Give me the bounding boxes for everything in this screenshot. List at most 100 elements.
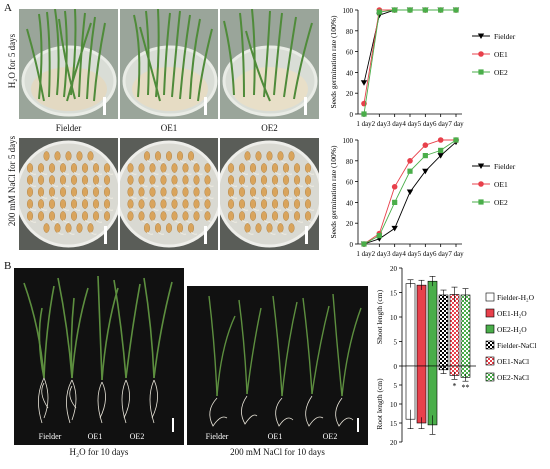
legend-swatch	[485, 324, 495, 334]
seed	[60, 175, 67, 185]
seed	[255, 151, 262, 161]
sprout	[152, 207, 159, 211]
sprout	[241, 183, 249, 187]
sprout	[196, 195, 203, 199]
x-tick-label: 1 day	[356, 250, 372, 258]
legend-marker-oe1	[478, 51, 484, 57]
seed	[38, 175, 45, 185]
sprout	[263, 183, 271, 187]
sprout	[130, 207, 137, 211]
point-oe2	[438, 147, 444, 153]
sprout	[185, 183, 192, 187]
bar-shoot	[460, 294, 471, 367]
plate-h2o-fielder-svg	[21, 9, 117, 117]
seed	[144, 223, 151, 233]
bar-shoot	[449, 294, 460, 367]
plate-photo-h2o-oe1	[120, 9, 218, 119]
seed	[138, 199, 145, 209]
photo-caption-nacl: 200 mM NaCl for 10 days	[230, 447, 325, 457]
x-tick-label: 2 day	[372, 250, 388, 258]
seed	[266, 151, 273, 161]
seed	[239, 211, 246, 221]
point-oe2	[422, 7, 428, 13]
seed	[283, 199, 290, 209]
seed	[160, 163, 167, 173]
legend-marker-oe1	[478, 181, 484, 187]
seed	[304, 199, 311, 209]
seed	[193, 163, 200, 173]
seed	[76, 223, 83, 233]
sprout	[179, 231, 187, 235]
seed	[26, 211, 33, 221]
point-oe2	[422, 153, 428, 159]
legend-marker-fielder	[477, 163, 485, 169]
seed	[71, 175, 78, 185]
germination-chart-h2o: 0 20 40 60 80 100 1 day 2 day 3 day 4 day 5 day 6 d…	[329, 7, 516, 128]
sprout	[285, 195, 293, 199]
seed	[49, 187, 56, 197]
seed	[293, 175, 300, 185]
seed	[166, 223, 173, 233]
seed	[227, 163, 234, 173]
sprout	[157, 159, 165, 163]
seed	[250, 199, 257, 209]
sprout	[263, 219, 271, 223]
sprout	[73, 207, 81, 211]
seed	[149, 211, 156, 221]
seed	[71, 211, 78, 221]
sprout	[29, 207, 37, 211]
bar-shoot	[427, 280, 438, 367]
x-tick-label: 7 day	[448, 120, 464, 128]
sprout	[68, 159, 75, 163]
x-tick-label: 2 day	[372, 120, 388, 128]
seed	[26, 163, 33, 173]
seed	[182, 187, 189, 197]
seed	[138, 175, 145, 185]
seed	[182, 199, 189, 209]
sprout	[141, 195, 148, 199]
point-fielder	[422, 168, 429, 175]
seed	[71, 199, 78, 209]
nacl-plant-label-oe1: OE1	[267, 432, 283, 441]
point-oe1	[391, 184, 398, 190]
seed	[127, 163, 134, 173]
y-tick-label: 10	[390, 314, 398, 322]
seed	[155, 223, 162, 233]
seed	[244, 223, 251, 233]
seed	[283, 187, 290, 197]
sprout	[274, 171, 282, 175]
seed	[127, 187, 134, 197]
seed	[65, 223, 72, 233]
sprout	[241, 219, 249, 223]
plate-label-oe2: OE2	[261, 123, 278, 133]
seed	[92, 187, 99, 197]
seed	[293, 211, 300, 221]
y-tick-label: 20	[346, 220, 354, 228]
sprout	[174, 219, 181, 223]
point-oe2	[361, 241, 367, 247]
photo-caption-h2o: H₂O for 10 days	[69, 447, 129, 457]
sprout	[269, 159, 276, 163]
legend-label: OE1-NaCl	[497, 357, 529, 366]
sprout	[285, 171, 293, 175]
x-tick-label: 6 day	[433, 250, 449, 258]
seedling-photo-nacl	[187, 286, 368, 445]
seed	[87, 223, 94, 233]
sprout	[84, 183, 92, 187]
seed	[182, 175, 189, 185]
sprout	[307, 183, 315, 187]
y-tick-label: 100	[343, 7, 354, 15]
y-tick-label: 40	[346, 69, 354, 77]
sprout	[241, 171, 249, 175]
point-fielder	[437, 153, 444, 159]
sprout	[29, 171, 37, 175]
seed	[187, 223, 194, 233]
y-axis-title-shoot: Shoot length (cm)	[375, 289, 384, 344]
y-tick-label: 60	[346, 179, 354, 187]
point-oe1	[422, 142, 429, 148]
seed	[43, 151, 50, 161]
seed	[272, 199, 279, 209]
seed	[138, 211, 145, 221]
sprout	[280, 159, 287, 163]
seed	[71, 163, 78, 173]
